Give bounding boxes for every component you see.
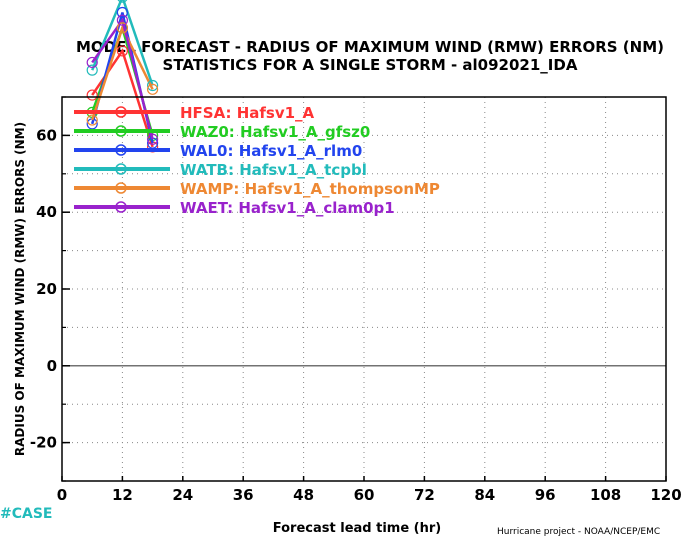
grid-lines (62, 97, 666, 481)
x-tick-label: 72 (414, 486, 435, 504)
x-tick-label: 48 (293, 486, 314, 504)
chart-title: MODEL FORECAST - RADIUS OF MAXIMUM WIND … (76, 38, 664, 56)
credit-text: Hurricane project - NOAA/NCEP/EMC (497, 527, 660, 537)
legend-swatch-marker (115, 125, 127, 137)
x-tick-label: 0 (57, 486, 67, 504)
x-tick-label: 24 (172, 486, 193, 504)
legend-label: HFSA: Hafsv1_A (180, 104, 315, 122)
series-point-offscale (116, 45, 129, 57)
series-point-offscale (86, 56, 98, 69)
axes: 0 12 24 36 48 60 72 84 96 108 120 -20 0 20 40 60 (30, 96, 682, 504)
legend-label: WAZ0: Hafsv1_A_gfsz0 (180, 123, 370, 141)
x-axis-label: Forecast lead time (hr) (273, 521, 441, 536)
x-tick-label: 12 (112, 486, 133, 504)
chart-subtitle: STATISTICS FOR A SINGLE STORM - al092021… (163, 56, 578, 74)
legend-swatch-marker (115, 106, 127, 118)
series-point-offscale (86, 64, 98, 76)
series-line (91, 24, 154, 121)
series-line (91, 0, 154, 86)
y-axis-label: RADIUS OF MAXIMUM WIND (RMW) ERRORS (NM) (13, 122, 27, 456)
series-point-offscale (147, 79, 159, 92)
series-point-offscale (86, 89, 98, 101)
legend-swatch-marker (115, 144, 127, 156)
series-line (91, 48, 154, 148)
x-tick-label: 60 (354, 486, 375, 504)
y-tick-label: 60 (36, 126, 57, 144)
series-point-offscale (116, 6, 129, 19)
y-tick-label: 20 (36, 280, 57, 298)
legend-label: WAL0: Hafsv1_A_rlm0 (180, 142, 362, 160)
series-point (147, 133, 159, 145)
legend-label: WAET: Hafsv1_A_clam0p1 (180, 199, 395, 217)
y-tick-label: 40 (36, 203, 57, 221)
series-point-offscale (147, 83, 159, 95)
x-tick-label: 120 (650, 486, 681, 504)
legend-label: WAMP: Hafsv1_A_thompsonMP (180, 180, 440, 198)
series-point-offscale (117, 0, 128, 3)
series-point (86, 114, 98, 126)
y-tick-label: -20 (30, 434, 57, 452)
x-tick-label: 84 (474, 486, 495, 504)
legend-swatch-marker (115, 163, 127, 175)
series-group (86, 0, 159, 153)
legend-swatch-marker (115, 201, 127, 213)
series-line (91, 17, 154, 140)
series-point-offscale (116, 14, 129, 26)
offscale-markers (86, 0, 159, 101)
x-tick-label: 36 (233, 486, 254, 504)
x-tick-label: 96 (535, 486, 556, 504)
case-label: #CASE (0, 506, 53, 522)
series-point-offscale (116, 22, 129, 34)
y-tick-label: 0 (47, 357, 57, 375)
legend-swatch-marker (115, 182, 127, 194)
x-tick-label: 108 (590, 486, 621, 504)
legend-label: WATB: Hafsv1_A_tcpbl (180, 161, 367, 179)
